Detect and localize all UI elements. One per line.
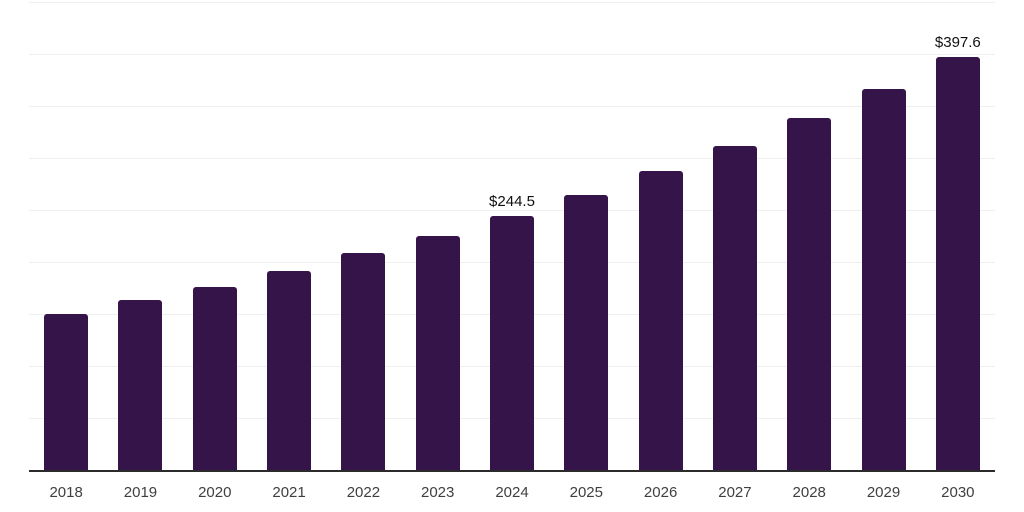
bar-2026[interactable] [638,171,683,470]
y-gridline [29,210,995,211]
bar-value-label-2030: $397.6 [934,33,981,51]
y-gridline [29,54,995,55]
x-tick-label-2024: 2024 [495,484,529,501]
x-tick-label-2029: 2029 [866,484,901,501]
x-tick-label-2021: 2021 [272,484,306,501]
bar-2018[interactable] [44,313,89,470]
bar-value-label-2024: $244.5 [489,192,535,210]
x-axis-line [29,470,995,472]
x-tick-label-2019: 2019 [123,484,158,501]
bar-2023[interactable] [415,235,460,470]
bar-2027[interactable] [712,146,757,470]
x-tick-label-2022: 2022 [346,484,381,501]
y-gridline [29,158,995,159]
bar-2025[interactable] [564,195,609,470]
y-gridline [29,106,995,107]
bar-2024[interactable] [490,215,534,470]
x-tick-label-2020: 2020 [198,484,232,501]
bar-2030[interactable] [935,56,980,470]
bar-2028[interactable] [787,118,832,470]
bar-2029[interactable] [861,89,906,470]
x-tick-label-2027: 2027 [718,484,752,501]
bar-2021[interactable] [267,270,312,470]
x-tick-label-2018: 2018 [49,484,83,501]
bar-2022[interactable] [341,252,386,470]
bar-2020[interactable] [192,286,237,470]
x-tick-label-2026: 2026 [643,484,678,501]
bar-2019[interactable] [118,299,163,470]
x-tick-label-2028: 2028 [792,484,826,501]
x-tick-label-2023: 2023 [421,484,455,501]
x-tick-label-2025: 2025 [569,484,603,501]
x-tick-label-2030: 2030 [941,484,975,501]
y-gridline [29,2,995,3]
